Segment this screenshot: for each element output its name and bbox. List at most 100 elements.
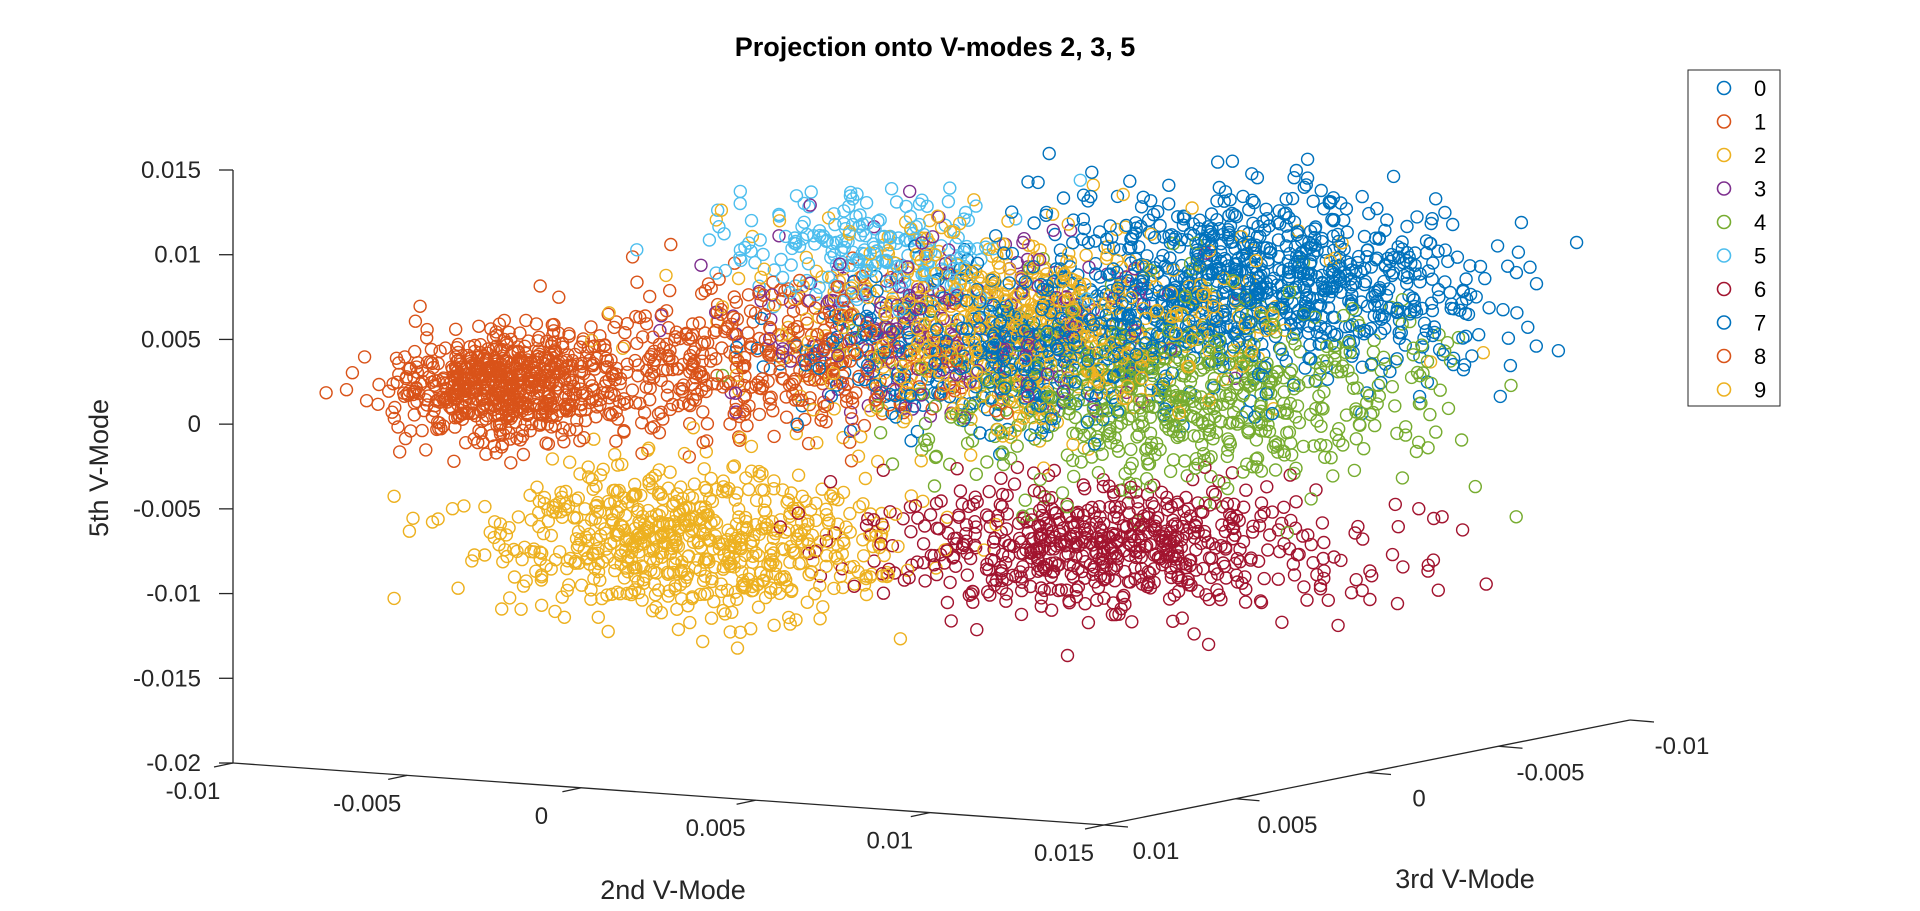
data-point-5: [859, 195, 874, 210]
data-point-4: [1345, 371, 1359, 386]
data-point-6: [896, 512, 910, 526]
data-point-4: [1225, 349, 1239, 363]
data-point-8: [709, 323, 723, 338]
data-point-5: [921, 236, 935, 251]
data-point-0: [1267, 271, 1281, 285]
data-point-5: [800, 227, 814, 242]
data-point-0: [1182, 337, 1196, 351]
data-point-6: [1315, 516, 1330, 530]
data-point-6: [903, 500, 918, 514]
data-point-2: [502, 521, 516, 535]
data-point-5: [744, 213, 759, 228]
data-point-8: [593, 398, 607, 412]
data-point-2: [524, 513, 538, 527]
data-point-8: [825, 315, 839, 329]
data-point-6: [1162, 592, 1177, 606]
data-point-1: [407, 408, 421, 422]
data-point-2: [813, 612, 827, 626]
data-point-0: [1444, 301, 1458, 316]
data-point-0: [1053, 243, 1068, 257]
data-point-4: [969, 467, 983, 481]
data-point-5: [711, 203, 725, 217]
data-point-2: [749, 546, 763, 560]
axis-ticks: 0.0150.010.0050-0.005-0.01-0.015-0.02-0.…: [133, 157, 1709, 867]
data-point-4: [1326, 469, 1340, 483]
data-point-8: [741, 326, 755, 340]
data-point-6: [917, 556, 931, 570]
data-point-2: [635, 509, 650, 524]
data-point-2: [632, 585, 646, 600]
data-point-1: [617, 339, 632, 353]
data-point-0: [1229, 282, 1243, 296]
data-point-2: [601, 624, 615, 639]
data-point-2: [581, 460, 595, 474]
data-point-4: [1309, 374, 1323, 389]
data-point-2: [914, 454, 928, 468]
data-point-5: [846, 217, 860, 232]
data-point-2: [752, 469, 767, 483]
data-point-1: [439, 390, 453, 405]
data-point-0: [1306, 307, 1320, 322]
data-point-9: [967, 193, 981, 207]
data-point-2: [752, 464, 766, 479]
data-point-6: [960, 568, 974, 582]
data-point-9: [1144, 227, 1158, 242]
data-point-0: [1521, 320, 1535, 334]
data-point-6: [1435, 510, 1449, 524]
data-point-3: [874, 296, 888, 310]
data-point-4: [1370, 397, 1384, 411]
data-point-2: [507, 570, 522, 584]
data-point-4: [1395, 317, 1409, 331]
data-point-2: [852, 500, 867, 514]
data-point-7: [1023, 428, 1038, 442]
data-point-6: [1331, 618, 1345, 633]
data-point-5: [733, 184, 747, 199]
data-point-5: [775, 270, 790, 285]
data-point-6: [1062, 508, 1076, 523]
data-point-6: [1060, 648, 1075, 663]
data-point-8: [552, 290, 566, 304]
data-point-0: [1367, 309, 1382, 323]
data-point-9: [1278, 323, 1292, 337]
data-point-6: [1194, 505, 1208, 519]
y-tick-label: 0.01: [1133, 838, 1180, 865]
data-point-6: [1093, 520, 1107, 535]
data-point-2: [730, 592, 744, 606]
data-point-8: [629, 309, 643, 324]
data-point-2: [726, 460, 740, 474]
data-point-2: [699, 445, 713, 459]
data-point-2: [732, 502, 746, 516]
data-point-4: [1310, 414, 1324, 428]
data-point-0: [1264, 245, 1278, 260]
data-point-2: [705, 494, 720, 509]
data-point-5: [960, 239, 974, 254]
data-point-6: [1182, 578, 1196, 592]
data-point-6: [1304, 537, 1319, 552]
data-point-2: [591, 541, 605, 556]
data-point-6: [1236, 535, 1251, 549]
data-point-3: [941, 243, 956, 257]
data-point-2: [642, 441, 656, 455]
x-tick-mark: [562, 787, 582, 793]
data-point-6: [1154, 485, 1169, 499]
data-point-6: [927, 548, 941, 563]
data-point-1: [371, 397, 385, 411]
data-point-0: [1181, 265, 1195, 279]
data-point-6: [968, 527, 982, 541]
data-point-0: [1458, 306, 1473, 321]
data-point-2: [831, 517, 845, 531]
data-point-6: [993, 497, 1007, 512]
data-point-6: [939, 513, 953, 528]
data-point-2: [614, 518, 628, 533]
data-point-7: [756, 360, 770, 374]
data-point-6: [1349, 573, 1363, 587]
data-point-8: [788, 393, 802, 407]
data-point-1: [419, 443, 433, 457]
data-point-4: [1312, 389, 1326, 403]
data-point-8: [583, 395, 597, 410]
data-point-6: [1106, 485, 1121, 499]
data-point-6: [910, 555, 924, 569]
data-point-0: [1457, 358, 1472, 372]
data-point-7: [860, 309, 874, 323]
data-point-4: [1283, 436, 1298, 450]
